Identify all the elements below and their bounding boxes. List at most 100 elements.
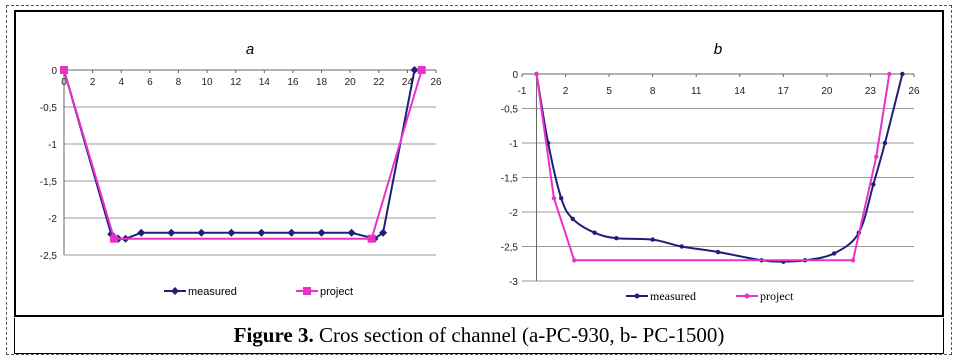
x-tick-label: -1 bbox=[518, 86, 527, 97]
data-point-project bbox=[60, 66, 68, 74]
x-tick-label: 6 bbox=[147, 77, 153, 88]
x-tick-label: 5 bbox=[606, 86, 612, 97]
series-line-project bbox=[535, 73, 891, 262]
y-tick-label: -1 bbox=[48, 140, 57, 151]
data-point-measured bbox=[287, 228, 296, 237]
chart-a-tick-labels: 0-0,5-1-1,5-2-2,50 2 4 6 8 10 12 14 16 18 20 22 24 26 bbox=[40, 66, 442, 262]
data-point-measured bbox=[614, 236, 619, 241]
legend-label: project bbox=[760, 289, 794, 303]
y-tick-label: -1,5 bbox=[40, 177, 58, 188]
data-point-measured bbox=[900, 71, 905, 77]
chart-b-series bbox=[534, 71, 905, 264]
data-point-measured bbox=[410, 66, 419, 74]
caption-text: Cros section of channel (a-PC-930, b- PC… bbox=[313, 323, 725, 347]
x-tick-label: 22 bbox=[373, 77, 385, 88]
series-line-measured bbox=[63, 69, 416, 240]
legend-label: measured bbox=[650, 289, 696, 303]
series-line-project bbox=[63, 69, 423, 240]
legend-swatch-marker bbox=[171, 287, 179, 295]
data-point-measured bbox=[650, 237, 655, 242]
chart-b-axes bbox=[521, 73, 915, 281]
charts-svg: a 0-0,5-1-1,5-2-2,50 2 4 6 8 10 12 14 16 18 20 22 24… bbox=[40, 41, 920, 303]
chart-a-title: a bbox=[246, 41, 254, 58]
x-tick-label: 17 bbox=[778, 86, 790, 97]
x-tick-label: 10 bbox=[202, 77, 214, 88]
legend-swatch-marker bbox=[744, 293, 750, 299]
series-line-measured bbox=[535, 73, 904, 263]
data-point-measured bbox=[559, 196, 564, 201]
x-tick-label: 14 bbox=[259, 77, 271, 88]
data-point-measured bbox=[871, 182, 876, 187]
data-point-project bbox=[850, 258, 856, 263]
data-point-measured bbox=[317, 228, 326, 237]
x-tick-label: 26 bbox=[908, 86, 920, 97]
y-tick-label: -1 bbox=[509, 139, 518, 150]
data-point-project bbox=[551, 196, 557, 201]
x-tick-label: 8 bbox=[650, 86, 656, 97]
y-tick-label: 0 bbox=[51, 66, 57, 77]
data-point-measured bbox=[257, 228, 266, 237]
y-tick-label: -2,5 bbox=[40, 251, 58, 262]
x-tick-label: 4 bbox=[118, 77, 124, 88]
x-tick-label: 24 bbox=[402, 77, 414, 88]
data-point-measured bbox=[227, 228, 236, 237]
data-point-measured bbox=[679, 244, 684, 249]
data-point-project bbox=[417, 66, 426, 74]
x-tick-label: 11 bbox=[691, 86, 702, 97]
x-tick-label: 12 bbox=[230, 77, 242, 88]
chart-b-tick-labels: 0 -0,5 -1 -1,5 -2 -2,5 -3 -1 2 5 8 11 14 17 20 23 26 bbox=[501, 70, 920, 288]
chart-a-axes bbox=[63, 69, 437, 255]
data-point-project bbox=[110, 234, 119, 243]
chart-b: b 0 -0,5 -1 -1,5 -2 -2,5 -3 -1 2 5 8 11 14 17 20 23 26 m… bbox=[501, 41, 920, 303]
data-point-measured bbox=[347, 228, 356, 237]
data-point-measured bbox=[379, 228, 388, 237]
chart-b-legend: measured project bbox=[626, 289, 794, 303]
figure-panel: a 0 -0,5 -1 -1,5 -2 -2,5 0 2 4 6 8 10 12 14 16 18 20 22 24… bbox=[14, 10, 944, 317]
data-point-measured bbox=[592, 230, 597, 235]
x-tick-label: 23 bbox=[865, 86, 877, 97]
legend-label: measured bbox=[188, 286, 237, 298]
x-tick-label: 18 bbox=[316, 77, 328, 88]
legend-swatch-marker bbox=[634, 293, 640, 299]
data-point-measured bbox=[137, 228, 146, 237]
x-tick-label: 26 bbox=[430, 77, 442, 88]
data-point-project bbox=[367, 234, 376, 243]
x-tick-label: 20 bbox=[345, 77, 357, 88]
data-point-measured bbox=[197, 228, 206, 237]
data-point-measured bbox=[715, 249, 721, 255]
chart-b-title: b bbox=[714, 41, 722, 58]
chart-a-grid bbox=[64, 69, 436, 256]
y-tick-label: -2 bbox=[509, 208, 518, 219]
data-point-project bbox=[534, 71, 539, 77]
data-point-measured bbox=[831, 251, 837, 256]
chart-a-series bbox=[60, 66, 426, 243]
data-point-measured bbox=[167, 228, 176, 237]
x-tick-label: 2 bbox=[563, 86, 569, 97]
x-tick-label: 20 bbox=[821, 86, 833, 97]
chart-b-grid bbox=[522, 73, 914, 282]
y-tick-label: -2,5 bbox=[501, 243, 519, 254]
data-point-project bbox=[572, 258, 577, 263]
x-tick-label: 14 bbox=[734, 86, 746, 97]
y-tick-label: -2 bbox=[48, 214, 57, 225]
y-tick-label: -0,5 bbox=[40, 103, 58, 114]
x-tick-label: 2 bbox=[90, 77, 96, 88]
data-point-project bbox=[887, 71, 892, 77]
x-tick-label: 8 bbox=[176, 77, 182, 88]
y-tick-label: -1,5 bbox=[501, 174, 519, 185]
data-point-project bbox=[874, 154, 879, 159]
y-tick-label: -0,5 bbox=[501, 105, 519, 116]
legend-label: project bbox=[320, 286, 353, 298]
x-tick-label: 0 bbox=[61, 77, 67, 88]
chart-a: a 0-0,5-1-1,5-2-2,50 2 4 6 8 10 12 14 16 18 20 22 24… bbox=[40, 41, 442, 298]
legend-swatch-marker bbox=[303, 287, 311, 295]
data-point-measured bbox=[882, 140, 888, 146]
y-tick-label: 0 bbox=[512, 70, 518, 81]
data-point-measured bbox=[570, 216, 576, 222]
figure-caption: Figure 3. Cros section of channel (a-PC-… bbox=[14, 318, 944, 354]
x-tick-label: 16 bbox=[287, 77, 299, 88]
caption-label: Figure 3. bbox=[233, 323, 314, 347]
y-tick-label: -3 bbox=[509, 277, 518, 288]
page-frame bbox=[6, 5, 952, 355]
chart-a-legend: measured project bbox=[164, 286, 353, 298]
